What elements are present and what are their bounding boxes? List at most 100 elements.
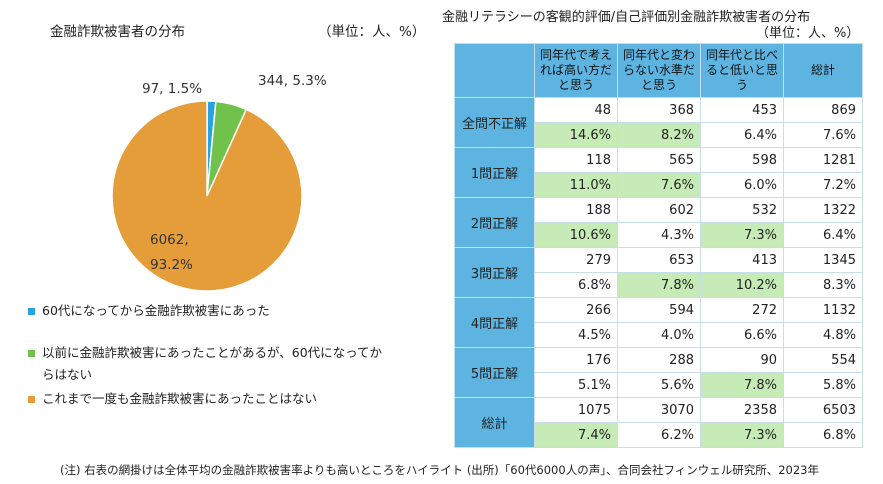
count-cell: 176 xyxy=(534,347,618,373)
count-cell: 565 xyxy=(617,147,701,173)
legend-item: 以前に金融詐欺被害にあったことがあるが、60代になってからはない xyxy=(28,342,390,386)
count-cell: 653 xyxy=(617,247,701,273)
table-row-count: 総計 1075 3070 2358 6503 xyxy=(454,397,863,448)
rate-cell: 7.8% xyxy=(617,272,701,298)
legend-label: これまで一度も金融詐欺被害にあったことはない xyxy=(42,391,318,406)
table-unit: （単位：人、%） xyxy=(756,26,860,41)
count-cell: 90 xyxy=(700,347,784,373)
count-cell: 1322 xyxy=(783,197,863,223)
rate-cell: 6.4% xyxy=(700,122,784,148)
count-cell: 272 xyxy=(700,297,784,323)
table-row-count: 5問正解 176 288 90 554 xyxy=(454,347,863,398)
count-cell: 554 xyxy=(783,347,863,373)
footnote: (注) 右表の網掛けは全体平均の金融詐欺被害率よりも高いところをハイライト (出… xyxy=(60,463,819,477)
column-header: 同年代と比べると低いと思う xyxy=(700,43,784,98)
rate-cell: 6.4% xyxy=(783,222,863,248)
rate-cell: 4.8% xyxy=(783,322,863,348)
pie-data-label: 93.2% xyxy=(150,257,193,273)
count-cell: 3070 xyxy=(617,397,701,423)
legend-label: 以前に金融詐欺被害にあったことがあるが、60代になってからはない xyxy=(42,345,383,382)
table-header-row: 同年代で考えれば高い方だと思う 同年代と変わらない水準だと思う 同年代と比べると… xyxy=(454,43,863,98)
pie-unit: （単位：人、%） xyxy=(318,24,426,40)
count-cell: 188 xyxy=(534,197,618,223)
rate-cell: 8.3% xyxy=(783,272,863,298)
legend-item: これまで一度も金融詐欺被害にあったことはない xyxy=(28,388,390,410)
rate-cell: 7.8% xyxy=(700,372,784,398)
rate-cell: 7.6% xyxy=(617,172,701,198)
row-header: 5問正解 xyxy=(454,347,535,398)
legend-swatch xyxy=(28,350,35,357)
row-header: 2問正解 xyxy=(454,197,535,248)
legend-label: 60代になってから金融詐欺被害にあった xyxy=(42,303,270,318)
rate-cell: 8.2% xyxy=(617,122,701,148)
table-row-rate: 4.5% 4.0% 6.6% 4.8% xyxy=(455,322,863,348)
pie-chart: 97, 1.5% 344, 5.3% 6062, 93.2% xyxy=(111,73,327,292)
rate-cell: 7.3% xyxy=(700,422,784,448)
count-cell: 368 xyxy=(617,97,701,123)
rate-cell: 7.2% xyxy=(783,172,863,198)
count-cell: 1345 xyxy=(783,247,863,273)
count-cell: 869 xyxy=(783,97,863,123)
rate-cell: 6.8% xyxy=(783,422,863,448)
count-cell: 1075 xyxy=(534,397,618,423)
rate-cell: 4.0% xyxy=(617,322,701,348)
table-row-rate: 10.6% 4.3% 7.3% 6.4% xyxy=(455,222,863,248)
rate-cell: 7.4% xyxy=(534,422,618,448)
pie-data-label: 344, 5.3% xyxy=(258,73,327,89)
count-cell: 1281 xyxy=(783,147,863,173)
count-cell: 602 xyxy=(617,197,701,223)
count-cell: 598 xyxy=(700,147,784,173)
count-cell: 594 xyxy=(617,297,701,323)
count-cell: 6503 xyxy=(783,397,863,423)
rate-cell: 5.6% xyxy=(617,372,701,398)
legend-swatch xyxy=(28,308,35,315)
table-row-count: 4問正解 266 594 272 1132 xyxy=(454,297,863,348)
pie-slice xyxy=(111,100,303,292)
pie-data-label: 97, 1.5% xyxy=(142,81,202,97)
table-title: 金融リテラシーの客観的評価/自己評価別金融詐欺被害者の分布 xyxy=(442,10,811,25)
count-cell: 532 xyxy=(700,197,784,223)
count-cell: 48 xyxy=(534,97,618,123)
table-row-rate: 11.0% 7.6% 6.0% 7.2% xyxy=(455,172,863,198)
pie-data-label: 6062, xyxy=(150,232,189,248)
table-row-rate: 6.8% 7.8% 10.2% 8.3% xyxy=(455,272,863,298)
table-row-rate: 5.1% 5.6% 7.8% 5.8% xyxy=(455,372,863,398)
column-header: 総計 xyxy=(783,43,863,98)
row-header: 4問正解 xyxy=(454,297,535,348)
count-cell: 279 xyxy=(534,247,618,273)
row-header: 3問正解 xyxy=(454,247,535,298)
rate-cell: 4.3% xyxy=(617,222,701,248)
rate-cell: 11.0% xyxy=(534,172,618,198)
count-cell: 2358 xyxy=(700,397,784,423)
pie-title: 金融詐欺被害者の分布 xyxy=(50,24,185,40)
table-row-count: 3問正解 279 653 413 1345 xyxy=(454,247,863,298)
table-corner-cell xyxy=(454,43,535,98)
rate-cell: 4.5% xyxy=(534,322,618,348)
count-cell: 413 xyxy=(700,247,784,273)
column-header: 同年代で考えれば高い方だと思う xyxy=(534,43,618,98)
row-header: 総計 xyxy=(454,397,535,448)
table-row-rate: 14.6% 8.2% 6.4% 7.6% xyxy=(455,122,863,148)
legend-item: 60代になってから金融詐欺被害にあった xyxy=(28,300,390,322)
rate-cell: 10.2% xyxy=(700,272,784,298)
rate-cell: 5.1% xyxy=(534,372,618,398)
table-row-count: 1問正解 118 565 598 1281 xyxy=(454,147,863,198)
count-cell: 453 xyxy=(700,97,784,123)
count-cell: 288 xyxy=(617,347,701,373)
rate-cell: 7.6% xyxy=(783,122,863,148)
count-cell: 1132 xyxy=(783,297,863,323)
row-header: 全問不正解 xyxy=(454,97,535,148)
rate-cell: 7.3% xyxy=(700,222,784,248)
rate-cell: 6.2% xyxy=(617,422,701,448)
rate-cell: 6.8% xyxy=(534,272,618,298)
legend-swatch xyxy=(28,396,35,403)
column-header: 同年代と変わらない水準だと思う xyxy=(617,43,701,98)
rate-cell: 10.6% xyxy=(534,222,618,248)
rate-cell: 14.6% xyxy=(534,122,618,148)
count-cell: 118 xyxy=(534,147,618,173)
table-row-count: 全問不正解 48 368 453 869 xyxy=(454,97,863,148)
rate-cell: 6.0% xyxy=(700,172,784,198)
table-row-count: 2問正解 188 602 532 1322 xyxy=(454,197,863,248)
table-row-rate: 7.4% 6.2% 7.3% 6.8% xyxy=(455,422,863,448)
rate-cell: 5.8% xyxy=(783,372,863,398)
